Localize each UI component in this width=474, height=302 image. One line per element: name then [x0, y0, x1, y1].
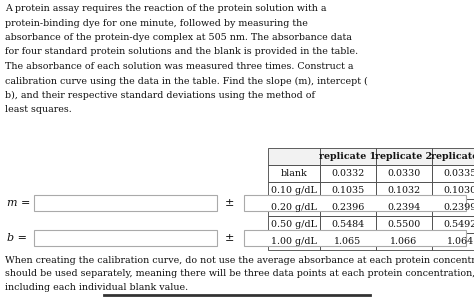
- Text: blank: blank: [281, 169, 307, 178]
- Text: least squares.: least squares.: [5, 105, 72, 114]
- Text: ±: ±: [224, 198, 234, 208]
- Text: 0.5484: 0.5484: [331, 220, 365, 229]
- Text: When creating the calibration curve, do not use the average absorbance at each p: When creating the calibration curve, do …: [5, 256, 474, 265]
- Text: 0.50 g/dL: 0.50 g/dL: [271, 220, 317, 229]
- Bar: [432, 216, 474, 233]
- Text: should be used separately, meaning there will be three data points at each prote: should be used separately, meaning there…: [5, 269, 474, 278]
- Text: ±: ±: [224, 233, 234, 243]
- Text: calibration curve using the data in the table. Find the slope (m), intercept (: calibration curve using the data in the …: [5, 76, 368, 86]
- Text: replicate 2: replicate 2: [375, 152, 433, 161]
- Bar: [34, 195, 217, 211]
- Text: replicate 3: replicate 3: [431, 152, 474, 161]
- Bar: [432, 233, 474, 250]
- Bar: [320, 148, 376, 165]
- Text: 0.2399: 0.2399: [443, 203, 474, 212]
- Text: A protein assay requires the reaction of the protein solution with a: A protein assay requires the reaction of…: [5, 4, 327, 13]
- Bar: [320, 199, 376, 216]
- Bar: [432, 165, 474, 182]
- Bar: [268, 148, 320, 165]
- Bar: [244, 195, 466, 211]
- Bar: [268, 182, 320, 199]
- Text: 0.1030: 0.1030: [444, 186, 474, 195]
- Bar: [268, 233, 320, 250]
- Bar: [432, 182, 474, 199]
- Bar: [268, 165, 320, 182]
- Text: including each individual blank value.: including each individual blank value.: [5, 283, 188, 292]
- Text: 1.00 g/dL: 1.00 g/dL: [271, 237, 317, 246]
- Text: 0.0332: 0.0332: [331, 169, 365, 178]
- Bar: [376, 182, 432, 199]
- Text: b), and their respective standard deviations using the method of: b), and their respective standard deviat…: [5, 91, 315, 100]
- Text: The absorbance of each solution was measured three times. Construct a: The absorbance of each solution was meas…: [5, 62, 354, 71]
- Text: 1.066: 1.066: [391, 237, 418, 246]
- Bar: [376, 148, 432, 165]
- Text: m =: m =: [7, 198, 30, 208]
- Text: 0.2396: 0.2396: [331, 203, 365, 212]
- Text: 0.20 g/dL: 0.20 g/dL: [271, 203, 317, 212]
- Text: 0.5492: 0.5492: [443, 220, 474, 229]
- Text: 0.10 g/dL: 0.10 g/dL: [271, 186, 317, 195]
- Text: 0.2394: 0.2394: [387, 203, 420, 212]
- Text: absorbance of the protein-dye complex at 505 nm. The absorbance data: absorbance of the protein-dye complex at…: [5, 33, 352, 42]
- Bar: [432, 148, 474, 165]
- Text: 0.0335: 0.0335: [443, 169, 474, 178]
- Bar: [320, 165, 376, 182]
- Text: for four standard protein solutions and the blank is provided in the table.: for four standard protein solutions and …: [5, 47, 358, 56]
- Text: 1.064: 1.064: [447, 237, 474, 246]
- Bar: [376, 216, 432, 233]
- Bar: [320, 216, 376, 233]
- Text: 0.1035: 0.1035: [331, 186, 365, 195]
- Bar: [244, 230, 466, 246]
- Bar: [376, 165, 432, 182]
- Bar: [268, 199, 320, 216]
- Text: replicate 1: replicate 1: [319, 152, 376, 161]
- Text: 0.1032: 0.1032: [387, 186, 420, 195]
- Text: 0.0330: 0.0330: [387, 169, 420, 178]
- Bar: [268, 216, 320, 233]
- Text: protein-binding dye for one minute, followed by measuring the: protein-binding dye for one minute, foll…: [5, 18, 308, 27]
- Bar: [376, 199, 432, 216]
- Text: 1.065: 1.065: [334, 237, 362, 246]
- Text: 0.5500: 0.5500: [387, 220, 420, 229]
- Bar: [320, 182, 376, 199]
- Bar: [376, 233, 432, 250]
- Bar: [34, 230, 217, 246]
- Bar: [432, 199, 474, 216]
- Bar: [320, 233, 376, 250]
- Text: b =: b =: [7, 233, 27, 243]
